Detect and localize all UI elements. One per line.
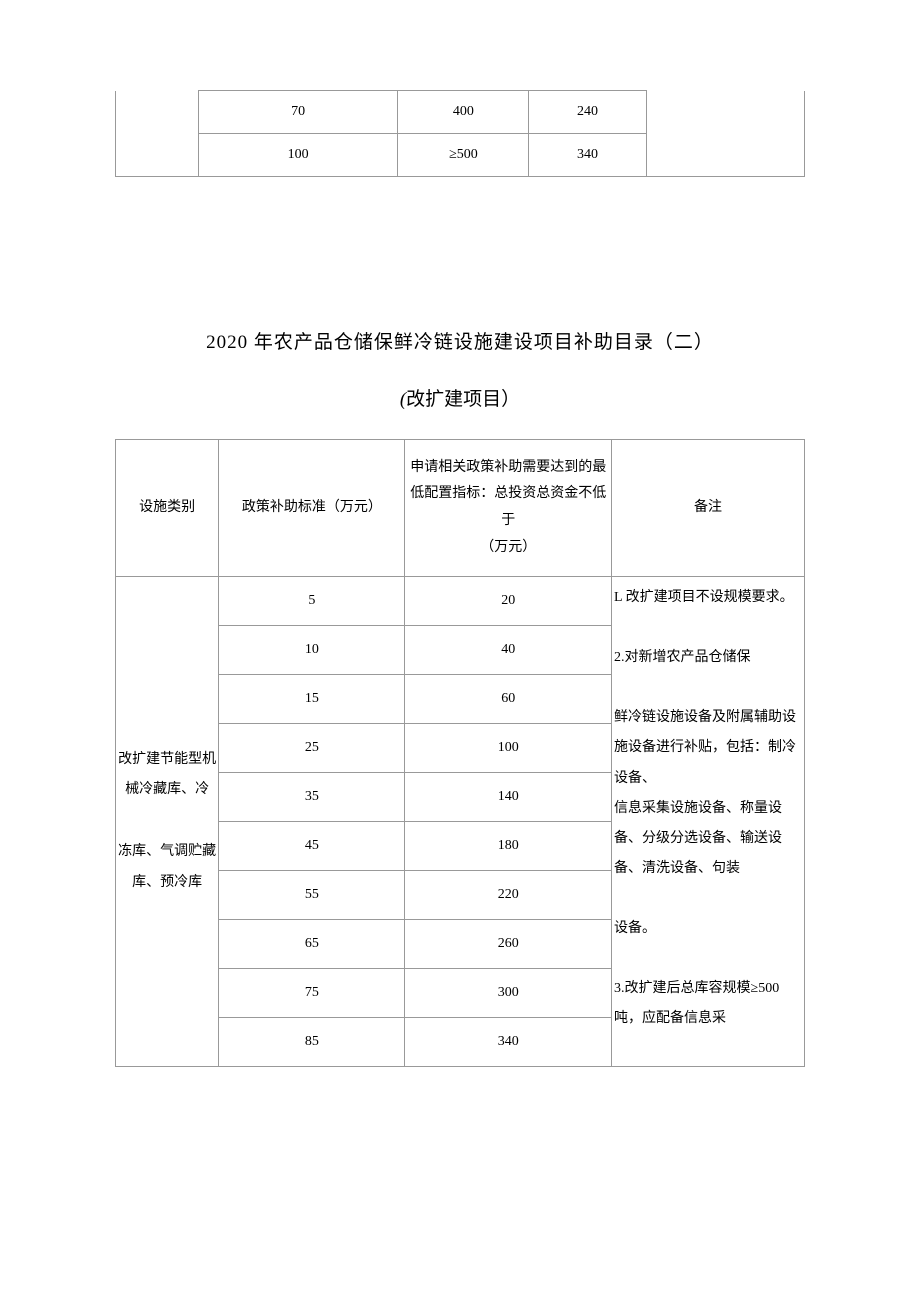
investment-cell: 180 — [405, 822, 612, 871]
cell-value: 100 — [198, 134, 398, 177]
subsidy-amount-cell: 75 — [219, 969, 405, 1018]
remarks-cell: L 改扩建项目不设规模要求。 2.对新增农产品仓储保 鲜冷链设施设备及附属辅助设… — [612, 577, 805, 1067]
cell-value: 240 — [529, 91, 646, 134]
subsidy-amount-cell: 15 — [219, 675, 405, 724]
table-row: 70 400 240 — [116, 91, 805, 134]
section-subtitle: (改扩建项目） — [115, 384, 805, 411]
investment-cell: 220 — [405, 871, 612, 920]
subsidy-amount-cell: 25 — [219, 724, 405, 773]
subsidy-amount-cell: 45 — [219, 822, 405, 871]
cell-blank-left — [116, 91, 199, 177]
facility-category-cell: 改扩建节能型机械冷藏库、冷 冻库、气调贮藏库、预冷库 — [116, 577, 219, 1067]
subsidy-amount-cell: 65 — [219, 920, 405, 969]
subtitle-main: 改扩建项目） — [406, 389, 520, 410]
cell-value: ≥500 — [398, 134, 529, 177]
section-title: 2020 年农产品仓储保鲜冷链设施建设项目补助目录（二） — [115, 327, 805, 354]
subsidy-amount-cell: 35 — [219, 773, 405, 822]
investment-cell: 20 — [405, 577, 612, 626]
top-continuation-table: 70 400 240 100 ≥500 340 — [115, 90, 805, 177]
header-min-investment: 申请相关政策补助需要达到的最低配置指标：总投资总资金不低于 （万元） — [405, 440, 612, 577]
subsidy-amount-cell: 55 — [219, 871, 405, 920]
subsidy-amount-cell: 85 — [219, 1018, 405, 1067]
header-remarks: 备注 — [612, 440, 805, 577]
table-row: 改扩建节能型机械冷藏库、冷 冻库、气调贮藏库、预冷库 5 20 L 改扩建项目不… — [116, 577, 805, 626]
cell-value: 70 — [198, 91, 398, 134]
investment-cell: 340 — [405, 1018, 612, 1067]
investment-cell: 100 — [405, 724, 612, 773]
header-subsidy-standard: 政策补助标准（万元） — [219, 440, 405, 577]
investment-cell: 300 — [405, 969, 612, 1018]
header-facility-type: 设施类别 — [116, 440, 219, 577]
investment-cell: 260 — [405, 920, 612, 969]
investment-cell: 60 — [405, 675, 612, 724]
subsidy-amount-cell: 5 — [219, 577, 405, 626]
investment-cell: 140 — [405, 773, 612, 822]
cell-value: 340 — [529, 134, 646, 177]
cell-blank-right — [646, 91, 805, 177]
cell-value: 400 — [398, 91, 529, 134]
document-page: 70 400 240 100 ≥500 340 2020 年农产品仓储保鲜冷链设… — [0, 0, 920, 1187]
subsidy-amount-cell: 10 — [219, 626, 405, 675]
investment-cell: 40 — [405, 626, 612, 675]
table-header-row: 设施类别 政策补助标准（万元） 申请相关政策补助需要达到的最低配置指标：总投资总… — [116, 440, 805, 577]
subsidy-catalog-table: 设施类别 政策补助标准（万元） 申请相关政策补助需要达到的最低配置指标：总投资总… — [115, 439, 805, 1067]
